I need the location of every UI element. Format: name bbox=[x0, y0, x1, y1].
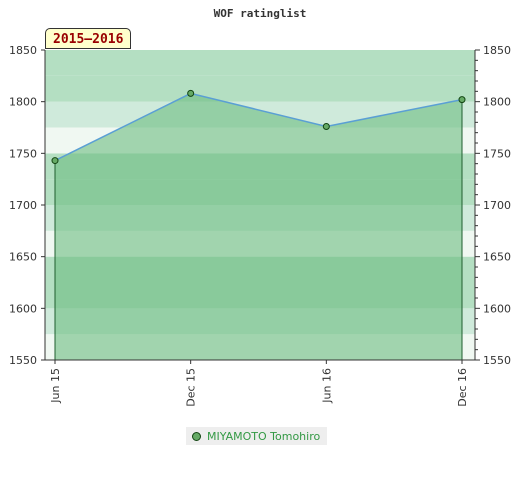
x-tick-labels: Jun 15 Dec 15 Jun 16 Dec 16 bbox=[49, 368, 469, 407]
y-tick-label-left: 1600 bbox=[9, 302, 37, 315]
y-tick-labels: 1550 1550 1600 1600 1650 1650 1700 1700 1750 1750… bbox=[9, 44, 511, 367]
x-tick-label: Dec 15 bbox=[185, 368, 198, 407]
y-tick-label-left: 1650 bbox=[9, 251, 37, 264]
y-tick-label-right: 1700 bbox=[483, 199, 511, 212]
band bbox=[45, 50, 475, 76]
data-markers bbox=[51, 89, 466, 165]
axes bbox=[41, 49, 480, 364]
x-tick-label: Dec 16 bbox=[456, 368, 469, 407]
y-tick-label-left: 1550 bbox=[9, 354, 37, 367]
data-point bbox=[51, 157, 59, 165]
band bbox=[45, 75, 475, 102]
data-point bbox=[187, 89, 195, 97]
y-tick-label-left: 1800 bbox=[9, 96, 37, 109]
y-tick-label-right: 1650 bbox=[483, 251, 511, 264]
data-point bbox=[458, 96, 466, 104]
y-tick-label-left: 1700 bbox=[9, 199, 37, 212]
y-tick-label-right: 1800 bbox=[483, 96, 511, 109]
chart-title: WOF ratinglist bbox=[214, 7, 307, 20]
y-tick-label-right: 1550 bbox=[483, 354, 511, 367]
data-point bbox=[322, 122, 330, 130]
legend-marker-icon bbox=[192, 431, 201, 441]
x-tick-label: Jun 16 bbox=[320, 368, 333, 404]
y-tick-label-left: 1750 bbox=[9, 147, 37, 160]
season-badge: 2015–2016 bbox=[45, 28, 132, 49]
legend: MIYAMOTO Tomohiro bbox=[186, 427, 328, 445]
value-drop-lines bbox=[54, 99, 463, 360]
x-tick-label: Jun 15 bbox=[49, 368, 62, 404]
y-tick-label-right: 1750 bbox=[483, 147, 511, 160]
y-tick-label-left: 1850 bbox=[9, 44, 37, 57]
legend-series-name: MIYAMOTO Tomohiro bbox=[207, 429, 321, 443]
y-tick-label-right: 1600 bbox=[483, 302, 511, 315]
y-tick-label-right: 1850 bbox=[483, 44, 511, 57]
series-line bbox=[54, 92, 463, 162]
series-area bbox=[55, 93, 462, 361]
